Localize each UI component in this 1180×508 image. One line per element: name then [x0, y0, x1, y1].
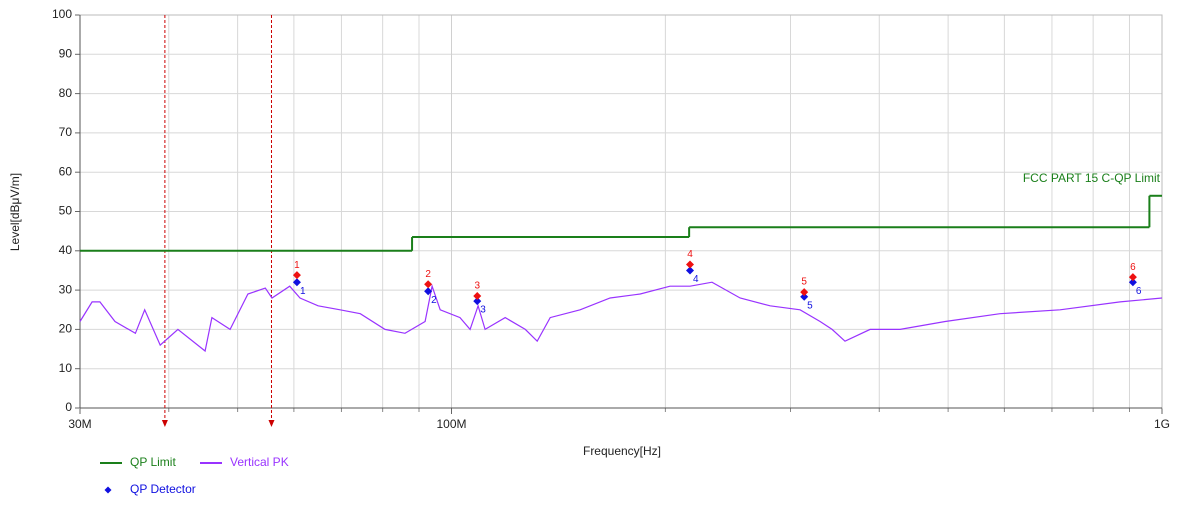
qp-label: 6 — [1136, 286, 1142, 297]
y-tick-label: 10 — [59, 361, 73, 375]
legend-label: QP Limit — [130, 455, 176, 469]
y-tick-label: 100 — [52, 7, 72, 21]
reference-arrow — [268, 420, 275, 427]
trace — [79, 281, 1163, 353]
peak-marker — [473, 291, 482, 300]
qp-label: 2 — [431, 295, 437, 306]
qp-marker — [292, 278, 301, 287]
legend-label: Vertical PK — [230, 455, 289, 469]
legend-swatch — [104, 486, 112, 494]
peak-marker — [292, 271, 301, 280]
peak-label: 1 — [294, 260, 300, 271]
qp-label: 4 — [693, 274, 699, 285]
x-tick-label: 1G — [1154, 417, 1170, 431]
y-tick-label: 20 — [59, 322, 73, 336]
x-tick-label: 100M — [436, 417, 466, 431]
reference-arrow — [161, 420, 168, 427]
x-tick-label: 30M — [68, 417, 91, 431]
qp-label: 5 — [807, 300, 813, 311]
qp-marker — [800, 292, 809, 301]
y-tick-label: 40 — [59, 243, 73, 257]
qp-label: 3 — [480, 305, 486, 316]
x-axis-label: Frequency[Hz] — [583, 444, 661, 458]
peak-label: 4 — [687, 249, 693, 260]
y-tick-label: 90 — [59, 46, 73, 60]
legend-label: QP Detector — [130, 482, 196, 496]
y-tick-label: 30 — [59, 282, 73, 296]
y-tick-label: 80 — [59, 86, 73, 100]
y-axis-label: Level[dBμV/m] — [8, 173, 22, 251]
qp-marker — [473, 297, 482, 306]
peak-label: 6 — [1130, 262, 1136, 273]
peak-marker — [424, 280, 433, 289]
qp-marker — [424, 287, 433, 296]
y-tick-label: 70 — [59, 125, 73, 139]
peak-label: 5 — [801, 277, 807, 288]
peak-marker — [800, 288, 809, 297]
limit-label: FCC PART 15 C-QP Limit — [1023, 171, 1161, 185]
y-tick-label: 60 — [59, 164, 73, 178]
peak-label: 2 — [425, 269, 431, 280]
peak-marker — [685, 260, 694, 269]
peak-marker — [1128, 273, 1137, 282]
qp-label: 1 — [300, 286, 306, 297]
qp-marker — [685, 266, 694, 275]
y-tick-label: 50 — [59, 204, 73, 218]
peak-label: 3 — [474, 281, 480, 292]
qp-marker — [1128, 278, 1137, 287]
y-tick-label: 0 — [65, 400, 72, 414]
